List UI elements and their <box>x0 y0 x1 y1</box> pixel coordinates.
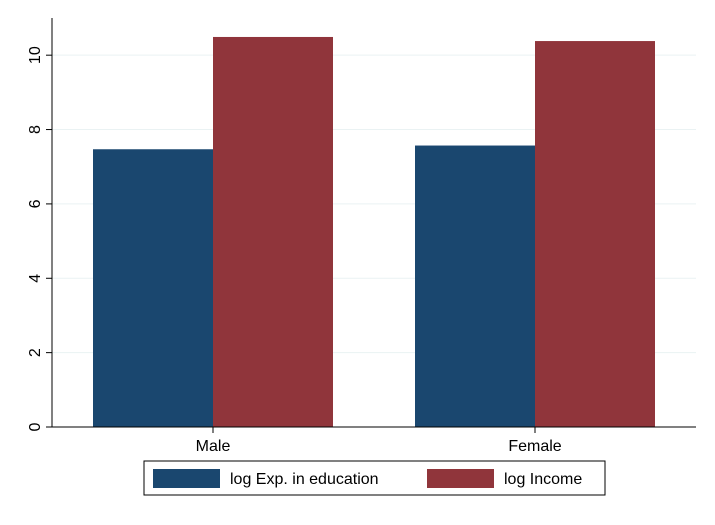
y-tick-label: 2 <box>27 348 44 357</box>
legend-swatch <box>153 469 220 488</box>
legend-box <box>143 460 606 496</box>
legend-label: log Exp. in education <box>230 471 379 488</box>
y-tick-label: 10 <box>27 46 44 64</box>
legend: log Exp. in education log Income <box>143 460 606 496</box>
y-tick-label: 6 <box>27 199 44 208</box>
axes <box>51 18 696 428</box>
bar-male-series-2 <box>213 36 333 427</box>
bar-male-series-1 <box>93 149 213 427</box>
bars <box>93 36 655 427</box>
legend-label: log Income <box>504 471 582 488</box>
y-tick-label: 0 <box>27 422 44 431</box>
bar-female-series-2 <box>535 41 655 427</box>
x-tick-label: Male <box>196 438 231 455</box>
y-tick-label: 8 <box>27 125 44 134</box>
x-ticks: Male Female <box>196 427 562 455</box>
y-ticks: 0 2 4 6 8 10 <box>27 46 52 431</box>
bar-female-series-1 <box>415 145 535 427</box>
y-tick-label: 4 <box>27 274 44 283</box>
x-tick-label: Female <box>508 438 561 455</box>
legend-swatch <box>427 469 494 488</box>
